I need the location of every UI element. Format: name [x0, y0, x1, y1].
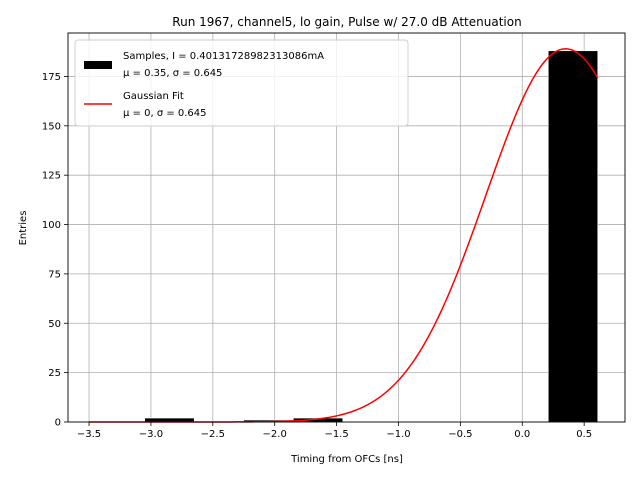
x-tick-label: −0.5: [448, 429, 472, 440]
y-tick-label: 125: [42, 171, 61, 182]
x-tick-label: −2.5: [201, 429, 225, 440]
y-tick-label: 150: [42, 121, 61, 132]
x-tick-label: −3.0: [139, 429, 163, 440]
x-tick-label: 0.0: [514, 429, 530, 440]
legend: Samples, I = 0.40131728982313086mA μ = 0…: [74, 39, 409, 127]
legend-detail-samples: μ = 0.35, σ = 0.645: [123, 68, 222, 79]
legend-box: [74, 39, 409, 127]
y-axis-label: Entries: [18, 211, 29, 246]
chart-title: Run 1967, channel5, lo gain, Pulse w/ 27…: [172, 15, 521, 29]
y-tick-label: 25: [48, 368, 61, 379]
x-tick-label: 0.5: [576, 429, 592, 440]
y-tick-label: 75: [48, 269, 61, 280]
y-tick-label: 100: [42, 220, 61, 231]
legend-label-fit: Gaussian Fit: [123, 91, 184, 102]
y-tick-label: 175: [42, 72, 61, 83]
x-tick-label: −1.0: [386, 429, 410, 440]
y-axis: 0 25 50 75 100 125 150 175: [42, 72, 68, 429]
y-tick-label: 50: [48, 319, 61, 330]
bars: [144, 50, 599, 423]
x-axis-label: Timing from OFCs [ns]: [290, 454, 403, 465]
x-tick-label: −1.5: [324, 429, 348, 440]
y-tick-label: 0: [55, 418, 61, 429]
legend-swatch-samples: [84, 61, 112, 69]
x-tick-label: −2.0: [263, 429, 287, 440]
legend-label-samples: Samples, I = 0.40131728982313086mA: [123, 51, 324, 62]
histogram-bar: [547, 50, 599, 423]
plot-frame: [67, 32, 626, 423]
legend-detail-fit: μ = 0, σ = 0.645: [123, 108, 207, 119]
x-tick-label: −3.5: [77, 429, 101, 440]
x-axis: −3.5 −3.0 −2.5 −2.0 −1.5 −1.0 −0.5 0.0 0.5: [77, 422, 592, 440]
